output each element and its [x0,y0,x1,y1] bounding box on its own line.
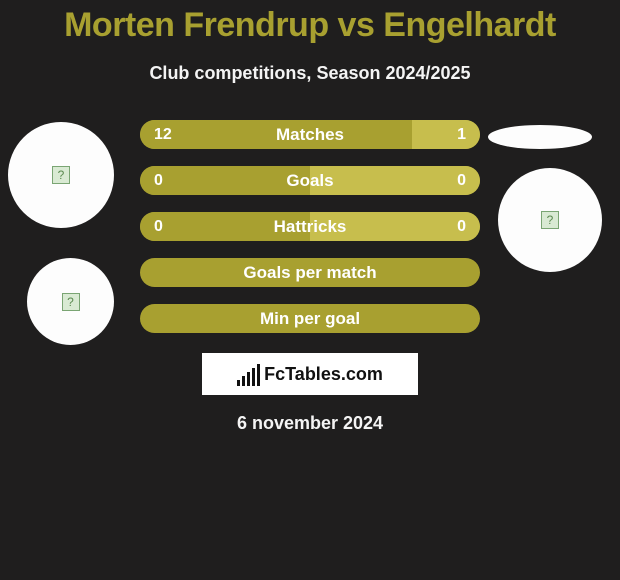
left-secondary-circle: ? [27,258,114,345]
stat-bar: Min per goal [140,304,480,333]
stat-bar-right-value: 0 [457,218,466,236]
stat-bar: Hattricks0 0 [140,212,480,241]
image-placeholder-icon: ? [52,166,70,184]
stat-bar: Goals0 0 [140,166,480,195]
left-player-circle: ? [8,122,114,228]
stat-bar: Matches12 1 [140,120,480,149]
stat-bar-label: Hattricks [140,217,480,237]
bars-container: Matches121Goals00Hattricks00Goals per ma… [140,120,480,333]
image-placeholder-icon: ? [62,293,80,311]
stat-bar: Goals per match [140,258,480,287]
subtitle: Club competitions, Season 2024/2025 [0,63,620,84]
stat-bar-left-value: 12 [154,126,172,144]
brand-box: FcTables.com [202,353,418,395]
stat-bar-left-value: 0 [154,172,163,190]
stat-bar-right-value: 0 [457,172,466,190]
right-player-circle: ? [498,168,602,272]
brand-text: FcTables.com [264,364,383,385]
date-label: 6 november 2024 [0,413,620,434]
brand-logo-icon [237,362,260,386]
stat-bar-label: Goals per match [140,263,480,283]
page-title: Morten Frendrup vs Engelhardt [0,0,620,45]
right-oval [488,125,592,149]
stat-bar-left-value: 0 [154,218,163,236]
stat-bar-label: Matches [140,125,480,145]
image-placeholder-icon: ? [541,211,559,229]
stat-bar-label: Min per goal [140,309,480,329]
stat-bar-right-value: 1 [457,126,466,144]
stat-bar-label: Goals [140,171,480,191]
